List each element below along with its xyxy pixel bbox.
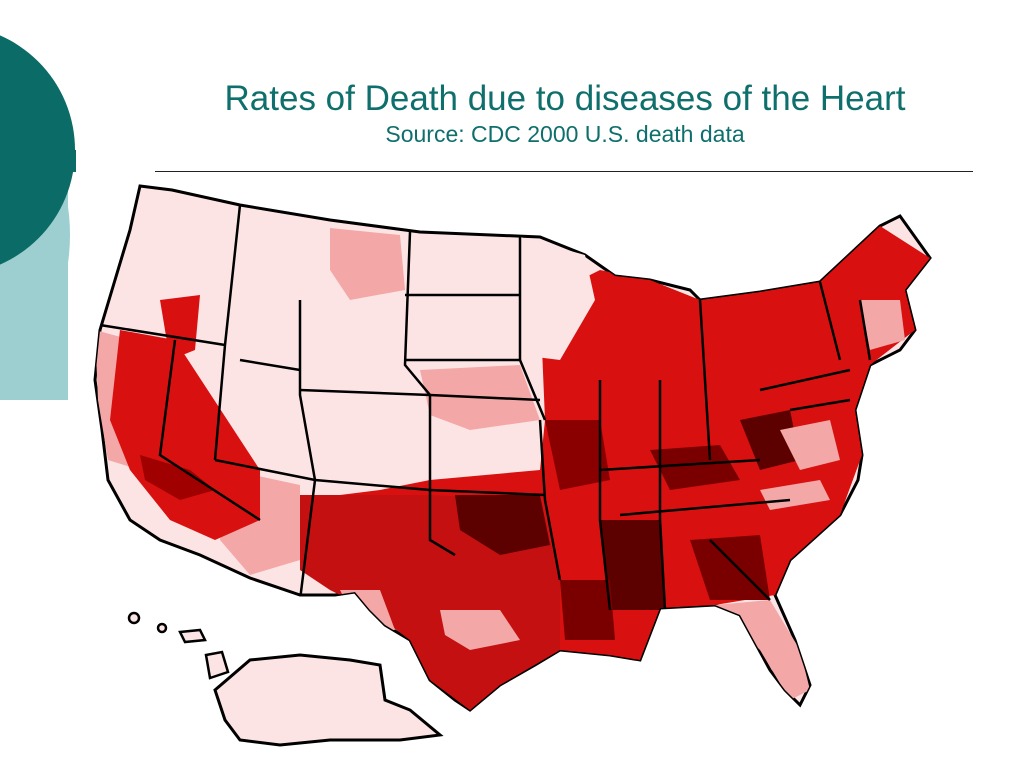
decorative-circles [0,35,76,400]
region-maroon-ok [455,495,550,555]
slide-title: Rates of Death due to diseases of the He… [224,79,906,118]
region-light-tx [440,610,520,650]
title-divider [155,171,973,172]
region-maroon-mo [545,420,610,490]
region-light-mn [520,237,595,360]
region-light-nc [760,480,830,510]
region-light-va [780,420,840,470]
title-block: Rates of Death due to diseases of the He… [140,78,990,148]
region-maroon-la [560,580,615,640]
region-maroon-ms [600,520,665,610]
region-light-ne-coast [860,300,905,350]
states-group [93,184,932,712]
region-maroon-wv [740,410,800,470]
region-dark-ca [140,455,215,500]
region-red-nv [160,295,200,360]
region-maroon-ga [690,535,770,600]
alaska [213,653,444,747]
dark-teal-circle [0,35,75,265]
state-borders [99,204,872,611]
slide-subtitle: Source: CDC 2000 U.S. death data [385,121,745,147]
region-maroon-ky [650,445,740,490]
dark-teal-notch [68,150,76,172]
region-light-fl [715,600,810,700]
region-light-mt [330,228,405,300]
hawaii [127,611,230,680]
region-red-ca [110,330,260,540]
